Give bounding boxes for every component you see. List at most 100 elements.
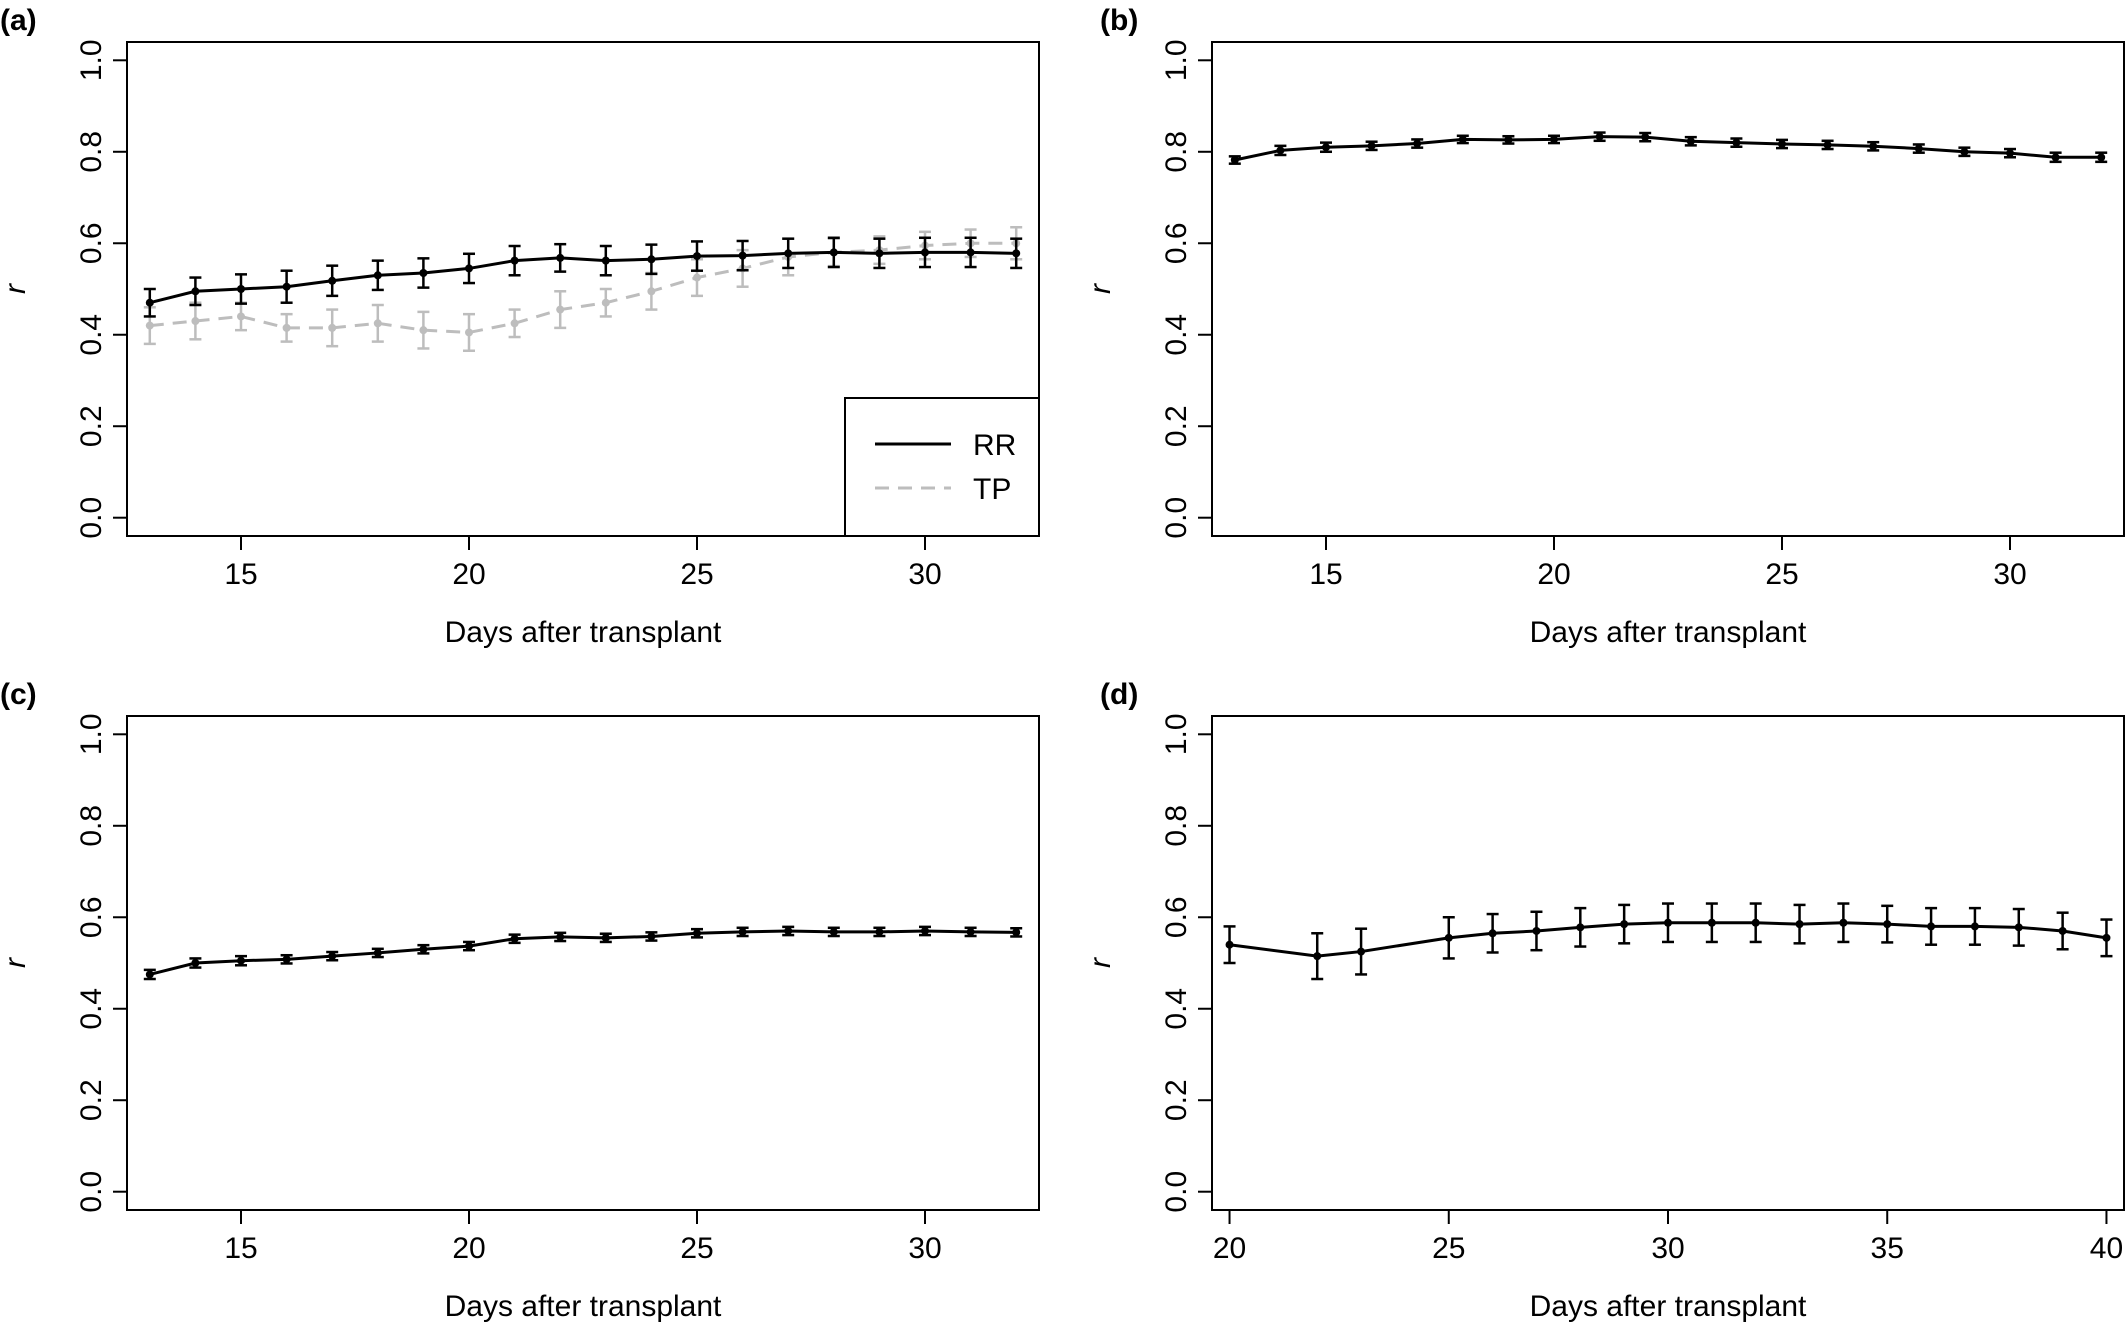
data-point (829, 248, 838, 257)
y-tick-label: 0.8 (1160, 131, 1193, 173)
data-point (601, 298, 610, 307)
x-axis-label: Days after transplant (445, 616, 722, 649)
data-point (510, 319, 519, 328)
data-point (738, 927, 747, 936)
x-tick-label: 40 (2090, 1232, 2123, 1265)
series-tp (143, 226, 1023, 352)
x-tick-label: 30 (1993, 558, 2026, 591)
y-tick-label: 0.4 (1160, 988, 1193, 1030)
x-tick-label: 20 (1537, 558, 1570, 591)
legend-box (844, 397, 1040, 537)
data-point (191, 317, 200, 326)
data-point (829, 927, 838, 936)
panel-label: (b) (1100, 4, 1138, 37)
y-tick-label: 0.6 (75, 222, 108, 264)
series-main (143, 925, 1023, 981)
data-point (1686, 137, 1695, 146)
y-tick-label: 0.4 (75, 314, 108, 356)
y-tick-label: 1.0 (1160, 713, 1193, 755)
data-point (2051, 153, 2060, 162)
data-point (875, 249, 884, 258)
data-point (1532, 926, 1541, 935)
y-axis-label: r (0, 957, 32, 968)
x-tick-label: 30 (1651, 1232, 1684, 1265)
series-line (149, 250, 1017, 305)
data-point (1576, 923, 1585, 932)
data-point (145, 321, 154, 330)
data-point (282, 955, 291, 964)
series-rr (143, 236, 1023, 318)
data-point (556, 253, 565, 262)
series-line (1234, 135, 2102, 162)
panel-d: (d) 0.0 0.2 0.4 0.6 0.8 1.0 20 25 30 35 40 Days afte… (1084, 678, 2125, 1323)
x-tick-label: 25 (1432, 1232, 1465, 1265)
data-point (373, 948, 382, 957)
legend: RR TP (844, 397, 1040, 537)
y-tick-label: 0.8 (1160, 805, 1193, 847)
y-tick-label: 1.0 (75, 39, 108, 81)
data-point (1012, 249, 1021, 258)
data-point (1620, 920, 1629, 929)
data-point (1413, 139, 1422, 148)
data-point (465, 264, 473, 273)
data-point (510, 256, 519, 265)
data-point (1707, 918, 1716, 927)
data-point (1367, 141, 1376, 150)
data-point (1488, 929, 1497, 938)
series-line (149, 241, 1017, 334)
x-tick-label: 35 (1871, 1232, 1904, 1265)
data-point (419, 945, 428, 954)
x-tick-label: 30 (908, 558, 941, 591)
data-point (1883, 920, 1892, 929)
data-point (601, 256, 610, 265)
data-point (1839, 918, 1848, 927)
legend-label: TP (973, 473, 1011, 506)
data-point (738, 251, 747, 260)
series-main (1223, 902, 2113, 981)
y-tick-label: 0.8 (75, 131, 108, 173)
x-tick-label: 20 (1213, 1232, 1246, 1265)
data-point (2097, 153, 2106, 162)
x-tick-label: 25 (1765, 558, 1798, 591)
data-point (419, 326, 428, 335)
data-point (1313, 952, 1322, 961)
x-axis-label: Days after transplant (445, 1290, 722, 1323)
y-tick-label: 0.4 (75, 988, 108, 1030)
data-point (2058, 926, 2067, 935)
data-point (1732, 138, 1741, 147)
x-axis-label: Days after transplant (1530, 616, 1807, 649)
data-point (510, 934, 519, 943)
data-point (465, 942, 473, 951)
panel-b: (b) 0.0 0.2 0.4 0.6 0.8 1.0 15 20 25 30 Days after … (1084, 4, 2125, 649)
data-point (1012, 928, 1021, 937)
data-point (1595, 132, 1604, 141)
data-point (966, 927, 975, 936)
plot-frame (126, 41, 1040, 537)
panel-c: (c) 0.0 0.2 0.4 0.6 0.8 1.0 15 20 25 30 Days after … (0, 678, 1040, 1323)
data-point (145, 970, 154, 979)
data-point (465, 328, 473, 337)
plot-frame (126, 715, 1040, 1211)
x-tick-label: 30 (908, 1232, 941, 1265)
data-point (373, 319, 382, 328)
data-point (966, 248, 975, 257)
data-point (1778, 140, 1786, 149)
x-tick-label: 20 (452, 558, 485, 591)
data-point (1970, 922, 1979, 931)
y-tick-label: 0.0 (75, 1171, 108, 1213)
series-main (1228, 131, 2108, 165)
data-point (328, 276, 337, 285)
y-tick-label: 0.0 (1160, 1171, 1193, 1213)
x-tick-label: 15 (1309, 558, 1342, 591)
data-point (1444, 933, 1453, 942)
data-point (2014, 923, 2023, 932)
plot-frame (1211, 715, 2125, 1211)
data-point (647, 932, 656, 941)
data-point (556, 932, 565, 941)
y-axis-label: r (1084, 957, 1117, 968)
data-point (1276, 146, 1285, 155)
data-point (921, 248, 929, 257)
data-point (1914, 144, 1923, 153)
y-tick-label: 0.4 (1160, 314, 1193, 356)
